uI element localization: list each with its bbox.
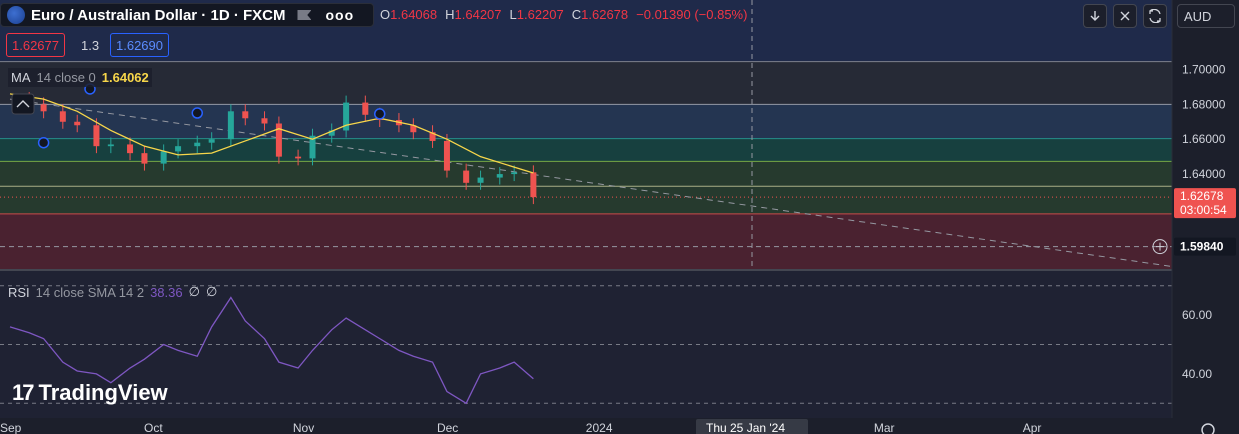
candle-body [261,118,268,124]
flag-icon[interactable] [297,10,312,20]
rsi-legend-value: 38.36 [150,284,183,300]
price-axis-tick: 1.64000 [1182,167,1226,181]
change-value: −0.01390 (−0.85%) [636,7,748,22]
rsi-legend[interactable]: RSI 14 close SMA 14 2 38.36 ∅ ∅ [8,284,217,300]
candle-body [343,102,350,131]
ma-legend[interactable]: MA 14 close 0 1.64062 [8,68,152,87]
ma-legend-params: 14 close 0 [36,70,96,85]
event-marker [373,108,386,120]
candle-body [160,151,167,164]
rsi-legend-name: RSI [8,284,30,300]
ma-legend-name: MA [11,70,31,85]
candle-body [477,177,484,183]
crosshair-time-badge [696,419,808,434]
candle-body [107,144,114,147]
close-value: 1.62678 [581,7,629,22]
price-axis-tick: 1.66000 [1182,132,1226,146]
symbol-title: Euro / Australian Dollar · 1D · FXCM [31,6,286,24]
time-axis-background [0,418,1239,434]
open-value: 1.64068 [390,7,438,22]
rsi-legend-extra1: ∅ [188,284,200,299]
candle-body [194,142,201,147]
rsi-line [9,296,534,405]
rsi-legend-extra2: ∅ [205,284,218,299]
crosshair-price-badge [1174,237,1236,256]
plus-circle-icon[interactable] [1152,239,1168,255]
zone-resistance [0,104,1172,139]
last-price-label: 1.62678 [1180,189,1224,203]
symbol-title-bar[interactable]: Euro / Australian Dollar · 1D · FXCM ooo [0,3,374,27]
time-axis-label: Mar [874,421,895,434]
trend-line [9,98,1173,268]
candle-body [295,156,302,159]
ma-legend-value: 1.64062 [101,70,149,85]
rsi-axis-tick: 60.00 [1182,308,1212,322]
collapse-legend-button [11,93,35,115]
candle-body [59,111,66,122]
candle-body [530,172,537,198]
collapse-icon[interactable] [1113,4,1137,28]
tradingview-mark-icon: 17 [12,380,35,405]
candle-body [496,174,503,178]
candle-body [410,125,417,133]
spread-value: 1.3 [81,37,100,53]
crosshair-price-label: 1.59840 [1180,240,1224,254]
candle-body [208,139,215,143]
candle-body [463,170,470,183]
chevron-up-icon [16,100,30,108]
rsi-legend-params: 14 close SMA 14 2 [35,284,145,300]
sell-button[interactable]: 1.62677 [6,33,65,57]
rsi-axis-tick: 40.00 [1182,367,1212,381]
zone-pivot [0,138,1172,162]
zone-support [0,161,1172,214]
settings-gear-icon[interactable] [1201,423,1215,434]
time-axis-label: Oct [144,421,163,434]
candle-body [309,135,316,159]
candle-body [443,140,450,171]
time-axis-label: Dec [437,421,458,434]
price-axis-tick: 1.68000 [1182,97,1226,111]
candle-body [141,153,148,164]
event-marker [191,107,204,119]
candle-body [227,111,234,140]
zone-upper [0,61,1172,105]
ohlc-readout: O1.64068 H1.64207 L1.62207 C1.62678 −0.0… [380,7,748,22]
brand-name: TradingView [38,380,168,405]
time-axis-label: 2024 [586,421,613,434]
last-price-badge [1174,188,1236,219]
countdown-label: 03:00:54 [1180,203,1227,217]
crosshair-time-label: Thu 25 Jan '24 [706,421,785,434]
ma-line [9,93,534,174]
candle-body [93,125,100,147]
buy-button[interactable]: 1.62690 [110,33,169,57]
candle-body [40,104,47,112]
plus-icon [1156,242,1164,251]
candle-body [275,123,282,157]
zone-bottom [0,213,1172,270]
time-axis-label: Sep [0,421,22,434]
low-value: 1.62207 [516,7,564,22]
event-marker [37,136,50,149]
more-options-icon[interactable]: ooo [325,7,355,23]
candle-body [74,121,81,126]
arrow-down-icon[interactable] [1083,4,1107,28]
refresh-icon[interactable] [1143,4,1167,28]
candle-body [511,172,518,175]
candle-body [242,111,249,119]
high-value: 1.64207 [454,7,502,22]
candle-body [362,102,369,115]
time-axis-label: Nov [293,421,314,434]
candle-body [175,146,182,152]
candle-body [429,132,436,141]
candle-body [127,144,134,154]
price-axis-tick: 1.70000 [1182,62,1226,76]
tradingview-logo: 17 TradingView [12,380,168,406]
symbol-logo-icon [7,6,25,24]
candle-body [328,130,335,136]
currency-selector[interactable]: AUD [1177,4,1235,28]
time-axis-label: Apr [1023,421,1042,434]
